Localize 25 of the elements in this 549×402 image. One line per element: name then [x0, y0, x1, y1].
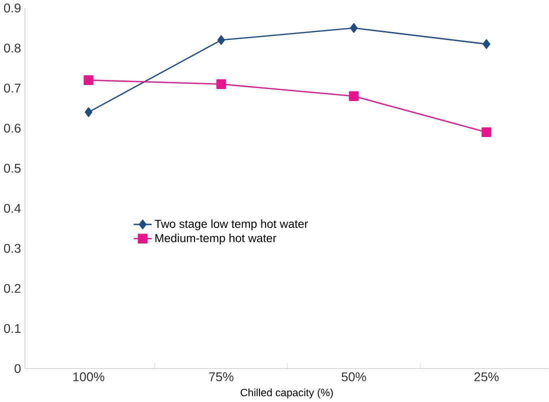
y-tick-label: 0.6: [4, 124, 21, 133]
y-tick-label: 0.2: [4, 284, 21, 293]
point: [84, 107, 92, 118]
legend-label: Two stage low temp hot water: [154, 219, 308, 230]
x-tick-label: 25%: [474, 372, 499, 382]
point: [482, 39, 490, 49]
point: [216, 79, 226, 90]
x-tick-label: 50%: [342, 372, 366, 382]
y-tick-label: 0.5: [4, 164, 21, 173]
x-tick-label: 100%: [73, 372, 104, 382]
point: [217, 35, 225, 45]
x-tick-label: 75%: [209, 372, 234, 382]
y-tick-label: 0.1: [4, 324, 21, 334]
point: [350, 23, 358, 33]
point: [482, 127, 492, 138]
y-tick-label: 0.7: [4, 84, 21, 93]
y-tick-label: 0.3: [4, 244, 21, 253]
y-tick-label: 0: [14, 364, 21, 374]
x-axis-title: Chilled capacity (%): [240, 388, 333, 398]
y-tick-label: 0.8: [4, 44, 21, 53]
legend-label: Medium-temp hot water: [155, 234, 276, 245]
y-tick-label: 0.4: [4, 204, 21, 213]
point: [84, 75, 94, 86]
point: [348, 91, 359, 102]
y-tick-label: 0.9: [4, 4, 21, 13]
